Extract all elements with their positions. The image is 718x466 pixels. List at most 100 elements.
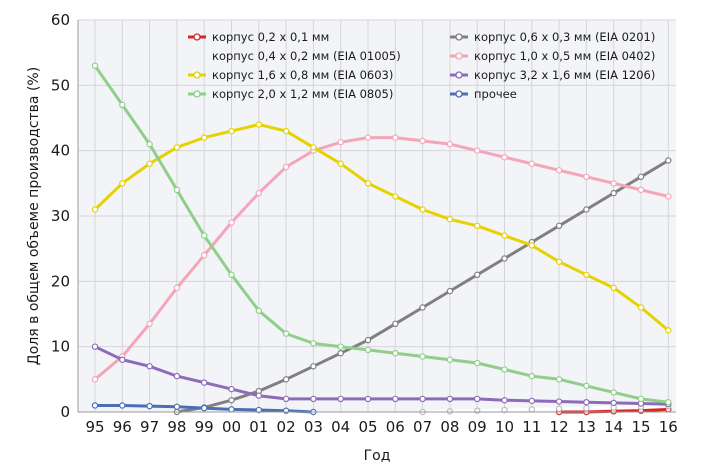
data-point [501, 397, 508, 404]
data-point [228, 127, 235, 135]
data-point [446, 395, 454, 403]
data-point [228, 385, 235, 393]
data-point [419, 353, 426, 360]
data-point [446, 140, 454, 148]
data-point [610, 389, 617, 396]
data-point [337, 343, 344, 350]
series-4 [91, 134, 672, 383]
x-tick-label: 01 [249, 418, 268, 436]
data-point [310, 363, 317, 370]
data-point [528, 160, 536, 167]
data-point [637, 173, 645, 180]
x-tick-label: 03 [304, 418, 323, 436]
data-point [419, 395, 426, 403]
series-line [93, 136, 670, 381]
legend-entry: корпус 1,0 x 0,5 мм (EIA 0402) [450, 49, 655, 63]
series-7 [91, 62, 672, 406]
data-point [419, 304, 426, 311]
y-tick-label: 40 [51, 142, 70, 160]
data-point [637, 395, 645, 403]
data-point [501, 406, 508, 414]
data-point [364, 336, 372, 344]
axes: 0 10 20 30 40 50 60 95 96 97 98 99 00 01 02 03 04 05 06 07 0… [51, 11, 678, 436]
data-point [474, 359, 481, 367]
data-point [119, 356, 126, 363]
data-point [228, 406, 235, 413]
x-tick-label: 98 [167, 418, 186, 436]
data-point [200, 404, 208, 412]
data-point [419, 137, 426, 145]
data-point [91, 343, 99, 350]
x-tick-label: 99 [195, 418, 214, 436]
data-point [255, 392, 262, 399]
data-point [446, 408, 454, 415]
data-point [555, 167, 563, 174]
data-point [474, 271, 481, 278]
data-point [310, 144, 317, 151]
legend-marker [455, 52, 463, 60]
x-tick-label: 04 [331, 418, 350, 436]
data-point [91, 206, 99, 213]
data-point [501, 255, 508, 262]
data-point [255, 406, 262, 414]
data-point [474, 395, 481, 403]
data-point [665, 193, 672, 200]
data-point [310, 340, 317, 347]
data-point [555, 405, 563, 412]
legend-entry: корпус 1,6 x 0,8 мм (EIA 0603) [188, 68, 393, 82]
data-point [610, 180, 617, 187]
data-point [392, 395, 399, 403]
data-point [610, 399, 617, 407]
data-point [446, 216, 454, 223]
data-point [228, 271, 235, 278]
data-point [392, 193, 399, 200]
data-point [228, 397, 235, 404]
x-tick-label: 13 [577, 418, 596, 436]
series-5 [91, 121, 672, 334]
x-tick-label: 12 [550, 418, 569, 436]
data-point [282, 163, 290, 171]
data-point [583, 399, 590, 406]
data-point [146, 402, 153, 410]
data-point [501, 232, 508, 239]
series-line [93, 64, 670, 404]
data-point [446, 356, 454, 363]
data-point [555, 258, 563, 265]
data-point [555, 398, 563, 405]
legend-entry: корпус 3,2 x 1,6 мм (EIA 1206) [450, 68, 655, 82]
y-tick-label: 60 [51, 11, 70, 29]
data-point [528, 242, 536, 249]
data-point [337, 395, 344, 403]
data-point [119, 180, 126, 187]
legend-label: корпус 2,0 x 1,2 мм (EIA 0805) [212, 87, 393, 101]
x-tick-label: 15 [631, 418, 650, 436]
data-point [364, 180, 372, 187]
series-line [421, 404, 670, 414]
data-point [637, 304, 645, 311]
legend-marker [193, 71, 201, 79]
data-point [364, 395, 372, 403]
data-point [146, 363, 153, 370]
data-point [337, 160, 344, 167]
x-tick-label: 02 [277, 418, 296, 436]
x-tick-label: 96 [113, 418, 132, 436]
legend-entry: корпус 2,0 x 1,2 мм (EIA 0805) [188, 87, 393, 101]
data-point [255, 307, 262, 314]
legend-marker [455, 90, 463, 98]
data-point [282, 407, 290, 414]
data-point [665, 327, 672, 334]
series-2 [173, 157, 672, 416]
data-point [91, 62, 99, 69]
legend-marker [193, 90, 201, 98]
data-point [364, 346, 372, 354]
data-point [91, 402, 99, 409]
x-tick-label: 11 [522, 418, 541, 436]
data-point [501, 153, 508, 161]
data-point [146, 140, 153, 148]
data-point [392, 134, 399, 141]
data-point [583, 404, 590, 412]
legend-entry: корпус 0,2 x 0,1 мм [188, 30, 329, 44]
y-tick-label: 30 [51, 207, 70, 225]
